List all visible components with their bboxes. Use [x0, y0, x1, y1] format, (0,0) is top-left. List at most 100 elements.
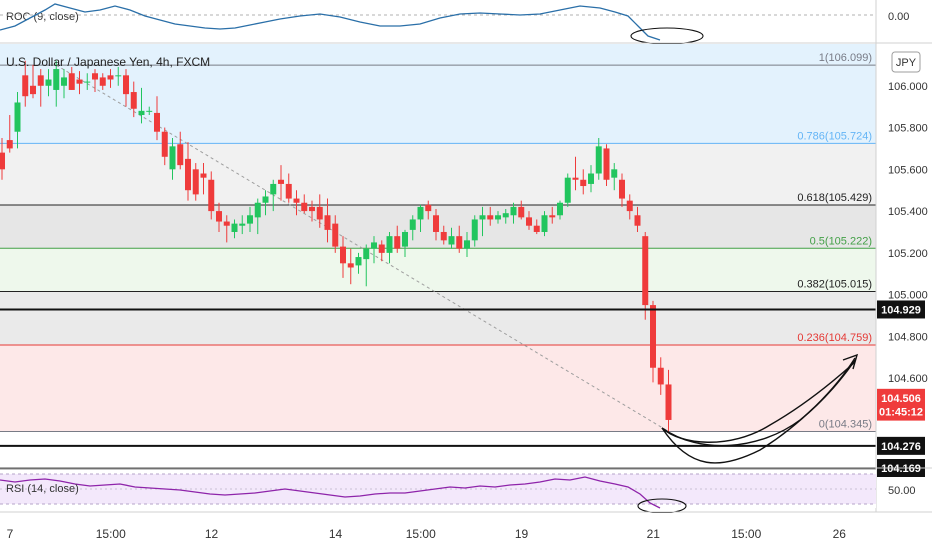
- candle-body: [541, 215, 548, 232]
- candle-body: [14, 102, 21, 132]
- symbol-title: U.S. Dollar / Japanese Yen, 4h, FXCM: [6, 55, 210, 69]
- candle-body: [402, 231, 408, 247]
- candle-body: [53, 69, 60, 90]
- y-tick-label: 104.800: [888, 331, 928, 343]
- x-tick-label: 15:00: [406, 527, 436, 541]
- candle-body: [495, 215, 501, 220]
- svg-text:01:45:12: 01:45:12: [879, 407, 923, 419]
- candle-body: [409, 219, 416, 230]
- candle-body: [363, 248, 370, 260]
- candle-body: [45, 79, 52, 86]
- fib-label-0: 0(104.345): [819, 418, 872, 430]
- candle-body: [626, 200, 633, 212]
- price-badge: 104.929: [877, 300, 925, 319]
- candle-body: [130, 92, 137, 109]
- candle-body: [588, 173, 594, 184]
- candle-body: [301, 202, 308, 212]
- candle-body: [549, 215, 556, 218]
- candle-body: [61, 77, 67, 86]
- candle-body: [223, 221, 230, 226]
- x-tick-label: 12: [205, 527, 219, 541]
- candle-body: [285, 183, 292, 199]
- price-badge: 104.506: [877, 388, 925, 407]
- candle-body: [611, 169, 618, 178]
- drawn-arrow-annotation: [661, 353, 859, 464]
- candle-body: [340, 246, 346, 264]
- candle-body: [324, 215, 331, 230]
- candle-body: [200, 173, 207, 178]
- candle-body: [177, 144, 184, 166]
- price-badge: 104.276: [877, 436, 925, 455]
- candle-body: [247, 215, 253, 224]
- x-tick-label: 15:00: [731, 527, 761, 541]
- candle-body: [6, 140, 13, 149]
- time-axis: 7 15:00 12 14 15:00 19 21 15:00 26: [0, 513, 932, 550]
- candle-body: [332, 223, 339, 247]
- currency-badge[interactable]: JPY: [891, 51, 921, 73]
- candle-body: [185, 158, 191, 191]
- candle-body: [557, 202, 563, 216]
- fib-zone-1: [0, 65, 876, 144]
- fib-label-1: 1(106.099): [819, 52, 872, 64]
- candle-body: [37, 75, 44, 86]
- candle-body: [123, 75, 129, 95]
- x-tick-label: 19: [515, 527, 529, 541]
- x-tick-label: 14: [329, 527, 343, 541]
- fib-zone-0.786: [0, 143, 876, 206]
- candle-body: [386, 236, 393, 253]
- candle-body: [456, 236, 463, 249]
- candle-body: [30, 85, 36, 95]
- roc-label: ROC (9, close): [6, 11, 79, 23]
- candle-body: [138, 110, 145, 116]
- svg-text:JPY: JPY: [896, 57, 917, 69]
- x-tick-label: 15:00: [96, 527, 126, 541]
- y-tick-label: 105.800: [888, 123, 928, 135]
- candle-body: [533, 225, 540, 232]
- fib-label-0.5: 0.5(105.222): [810, 235, 872, 247]
- x-tick-label: 21: [647, 527, 661, 541]
- candle-body: [270, 183, 277, 195]
- candle-body: [192, 169, 199, 195]
- fib-zone-top: [0, 44, 876, 66]
- roc-panel: ROC (9, close) 0.00: [0, 0, 909, 45]
- candle-body: [657, 367, 664, 385]
- candle-body: [107, 75, 114, 80]
- roc-axis-value: 0.00: [888, 11, 909, 23]
- candle-body: [502, 213, 509, 218]
- candle-body: [278, 179, 284, 184]
- fib-zone-0.236: [0, 344, 876, 432]
- candle-body: [417, 206, 424, 220]
- svg-text:104.276: 104.276: [881, 441, 921, 453]
- candle-body: [572, 177, 579, 180]
- candle-body: [309, 206, 315, 212]
- candle-body: [254, 202, 261, 218]
- candle-body: [208, 179, 215, 212]
- y-tick-label: 105.600: [888, 164, 928, 176]
- fib-zones: [0, 44, 876, 432]
- svg-text:104.929: 104.929: [881, 304, 921, 316]
- candle-body: [355, 257, 362, 266]
- candle-body: [0, 152, 5, 170]
- candle-body: [371, 242, 377, 249]
- fib-zone-0.382: [0, 291, 876, 345]
- y-tick-label: 104.600: [888, 373, 928, 385]
- candle-body: [595, 146, 602, 174]
- rsi-axis-value: 50.00: [888, 485, 916, 497]
- candle-body: [76, 79, 83, 84]
- candle-body: [316, 206, 323, 220]
- candle-body: [231, 223, 238, 232]
- candle-body: [169, 146, 176, 170]
- candles: [0, 60, 672, 433]
- candle-body: [650, 305, 656, 368]
- y-tick-label: 105.200: [888, 248, 928, 260]
- roc-line: [0, 3, 661, 41]
- candle-body: [518, 206, 525, 218]
- fib-zone-0.5: [0, 248, 876, 292]
- candle-body: [634, 215, 641, 226]
- candle-body: [22, 75, 29, 97]
- candle-body: [146, 110, 153, 112]
- candle-body: [239, 223, 246, 226]
- candle-body: [84, 81, 91, 83]
- rsi-label: RSI (14, close): [6, 483, 79, 495]
- candle-body: [154, 112, 160, 132]
